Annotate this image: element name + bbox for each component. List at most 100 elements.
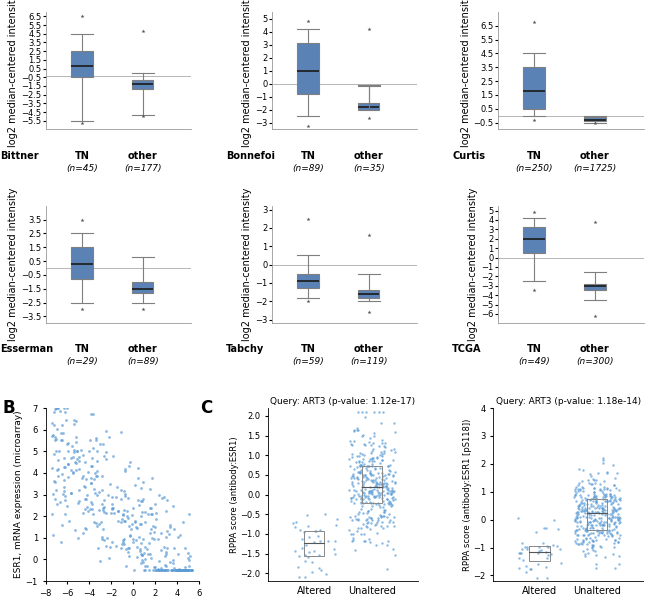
Point bbox=[379, 506, 389, 515]
Point bbox=[133, 533, 144, 542]
Point bbox=[594, 518, 604, 528]
Point bbox=[69, 419, 79, 429]
Point bbox=[53, 455, 63, 465]
Point bbox=[580, 524, 591, 534]
Point bbox=[573, 539, 584, 549]
Point bbox=[86, 461, 96, 470]
Point bbox=[88, 517, 99, 527]
Point bbox=[614, 519, 624, 528]
Point bbox=[183, 548, 194, 558]
Point bbox=[362, 474, 372, 483]
Point bbox=[51, 499, 62, 509]
Point bbox=[99, 507, 109, 517]
Point bbox=[349, 464, 359, 474]
Point bbox=[179, 565, 190, 575]
Point bbox=[383, 498, 393, 507]
Point bbox=[356, 491, 367, 501]
Point bbox=[599, 490, 609, 500]
Point bbox=[147, 473, 157, 482]
Point bbox=[174, 565, 184, 574]
Point bbox=[86, 453, 97, 463]
Point bbox=[556, 558, 567, 568]
Point bbox=[356, 524, 367, 533]
Point bbox=[369, 456, 380, 465]
Point bbox=[597, 458, 608, 468]
Point bbox=[591, 496, 601, 506]
Point bbox=[587, 506, 597, 516]
Point bbox=[127, 534, 138, 544]
Point bbox=[384, 517, 395, 527]
Point bbox=[49, 477, 60, 486]
Point bbox=[579, 530, 590, 539]
Point bbox=[575, 499, 585, 509]
Point bbox=[366, 469, 376, 479]
Text: TCGA: TCGA bbox=[452, 344, 482, 355]
Point bbox=[571, 496, 581, 506]
Point bbox=[360, 470, 370, 480]
Point bbox=[379, 507, 389, 516]
Point bbox=[73, 486, 84, 495]
Point bbox=[587, 507, 597, 517]
Point bbox=[51, 424, 62, 434]
Point bbox=[382, 494, 393, 504]
Point bbox=[344, 461, 355, 471]
Point bbox=[578, 537, 588, 547]
Point bbox=[76, 445, 86, 455]
Point bbox=[94, 487, 105, 497]
Point bbox=[378, 502, 388, 512]
Point bbox=[384, 488, 394, 498]
Point bbox=[62, 403, 73, 413]
Point bbox=[581, 506, 592, 515]
Point bbox=[86, 498, 96, 507]
Point bbox=[363, 461, 373, 471]
Point bbox=[369, 491, 379, 501]
Point bbox=[168, 501, 178, 511]
Point bbox=[123, 494, 133, 503]
Point bbox=[91, 471, 101, 481]
Point bbox=[351, 457, 361, 467]
Point bbox=[586, 501, 597, 510]
Point bbox=[86, 478, 96, 488]
Point bbox=[369, 475, 379, 485]
Point bbox=[582, 526, 592, 536]
Point bbox=[580, 495, 591, 505]
Point bbox=[582, 530, 593, 540]
Point bbox=[70, 458, 81, 467]
Point bbox=[135, 519, 146, 528]
Point bbox=[367, 462, 378, 471]
Point bbox=[384, 461, 394, 471]
Point bbox=[90, 489, 101, 498]
Point bbox=[588, 528, 598, 537]
Point bbox=[135, 547, 146, 556]
Point bbox=[151, 508, 162, 518]
Point bbox=[611, 483, 621, 492]
Point bbox=[135, 519, 145, 529]
Point bbox=[138, 534, 149, 544]
Point bbox=[125, 457, 135, 467]
Point bbox=[380, 482, 391, 491]
Point bbox=[525, 564, 536, 574]
Point bbox=[105, 509, 116, 518]
Point bbox=[55, 406, 65, 416]
Point bbox=[347, 440, 358, 450]
Point bbox=[164, 522, 175, 532]
Point bbox=[577, 495, 587, 505]
Point bbox=[350, 486, 361, 496]
Y-axis label: log2 median-centered intensity: log2 median-centered intensity bbox=[8, 0, 18, 147]
Point bbox=[574, 504, 584, 514]
Point bbox=[389, 444, 400, 453]
Text: (n=250): (n=250) bbox=[515, 164, 553, 173]
Point bbox=[389, 521, 399, 531]
Point bbox=[358, 450, 369, 460]
Point bbox=[116, 543, 127, 553]
Point bbox=[359, 439, 370, 449]
Point bbox=[513, 513, 523, 523]
Point bbox=[175, 530, 185, 540]
Point bbox=[371, 479, 382, 489]
Point bbox=[576, 539, 586, 548]
Point bbox=[601, 491, 611, 501]
Point bbox=[349, 491, 359, 500]
Point bbox=[588, 540, 598, 550]
Point bbox=[179, 565, 190, 575]
Point bbox=[354, 451, 365, 461]
